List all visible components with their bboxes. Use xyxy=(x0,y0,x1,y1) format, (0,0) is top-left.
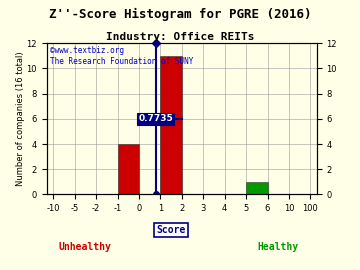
Text: Healthy: Healthy xyxy=(258,242,299,252)
Text: Unhealthy: Unhealthy xyxy=(59,242,112,252)
Text: ©www.textbiz.org
The Research Foundation of SUNY: ©www.textbiz.org The Research Foundation… xyxy=(50,46,193,66)
Text: 0.7735: 0.7735 xyxy=(138,114,173,123)
Y-axis label: Number of companies (16 total): Number of companies (16 total) xyxy=(16,52,25,186)
Text: Industry: Office REITs: Industry: Office REITs xyxy=(106,32,254,42)
Bar xyxy=(117,144,139,194)
Bar xyxy=(246,182,267,194)
Text: Z''-Score Histogram for PGRE (2016): Z''-Score Histogram for PGRE (2016) xyxy=(49,8,311,21)
Bar xyxy=(160,56,182,194)
Text: Score: Score xyxy=(156,225,186,235)
